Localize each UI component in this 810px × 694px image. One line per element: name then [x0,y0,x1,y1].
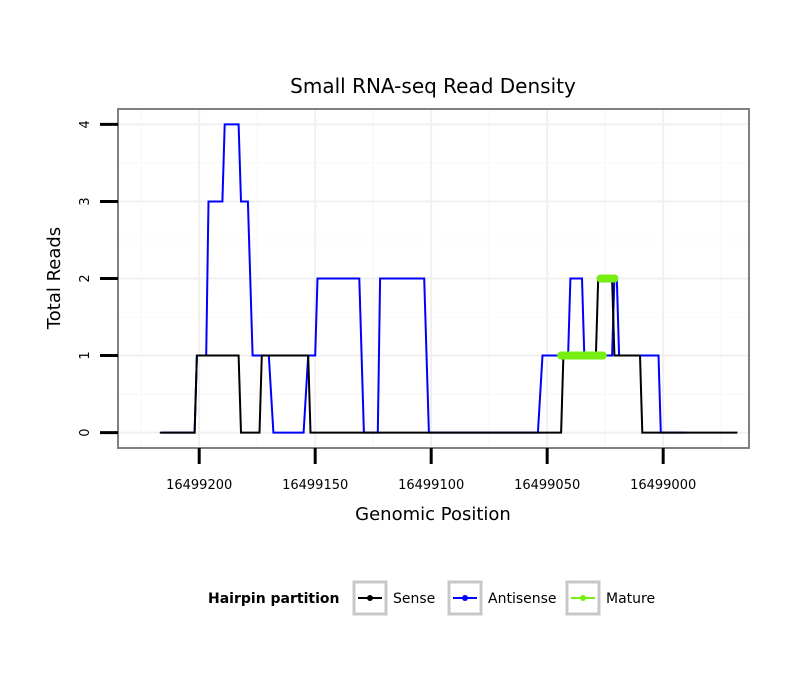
y-tick-label: 0 [78,428,93,436]
y-tick-label: 1 [78,351,93,359]
y-axis: 0 1 2 3 4 [78,120,118,437]
legend-label-mature: Mature [606,591,655,607]
legend-entry-sense: Sense [352,580,435,616]
legend-label-antisense: Antisense [488,591,557,607]
x-tick-label: 16499100 [398,478,464,493]
minor-grid [118,109,749,448]
y-tick-label: 4 [78,120,93,128]
plot-panel [117,108,750,449]
x-tick-label: 16499000 [630,478,696,493]
chart-title: Small RNA-seq Read Density [290,74,576,98]
legend-entry-mature: Mature [565,580,655,616]
x-tick-label: 16499200 [166,478,232,493]
series-layer [159,123,738,434]
legend: Hairpin partition Sense Antisense Mature [208,580,655,616]
x-axis-label: Genomic Position [355,504,511,525]
series-line-sense [159,277,738,434]
legend-label-sense: Sense [393,591,435,607]
y-axis-label: Total Reads [44,227,65,330]
legend-title: Hairpin partition [208,591,339,607]
x-tick-label: 16499150 [282,478,348,493]
y-tick-label: 2 [78,274,93,282]
legend-entry-antisense: Antisense [447,580,557,616]
x-tick-label: 16499050 [514,478,580,493]
x-axis: 16499200 16499150 16499100 16499050 16499000 [166,448,696,493]
y-tick-label: 3 [78,197,93,205]
